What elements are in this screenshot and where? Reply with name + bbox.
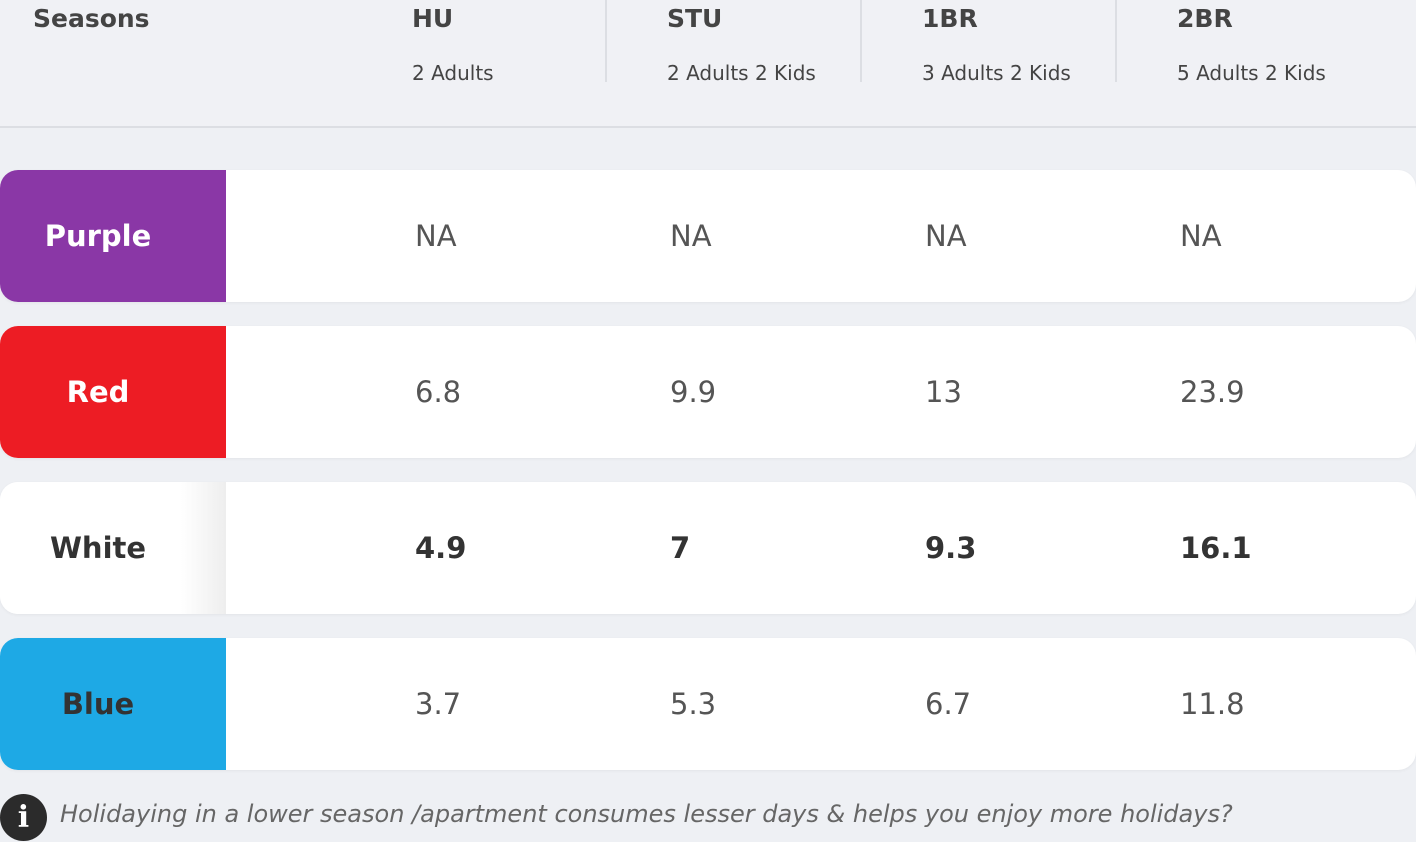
table-row-white: White 4.9 7 9.3 16.1 <box>0 482 1416 614</box>
table-cell-hu: 4.9 <box>415 531 467 565</box>
table-cell-2br: 23.9 <box>1180 375 1245 409</box>
table-cell-1br: 9.3 <box>925 531 977 565</box>
table-cell-1br: 6.7 <box>925 687 972 721</box>
info-icon: i <box>0 794 47 841</box>
table-cell-stu: 5.3 <box>670 687 717 721</box>
table-cell-stu: 9.9 <box>670 375 717 409</box>
column-header-2br: 2BR 5 Adults 2 Kids <box>1115 0 1372 85</box>
table-cell-hu: NA <box>415 219 457 253</box>
table-header: Seasons HU 2 Adults STU 2 Adults 2 Kids … <box>0 0 1416 128</box>
table-row-red: Red 6.8 9.9 13 23.9 <box>0 326 1416 458</box>
column-code: HU <box>412 4 454 33</box>
table-cell-2br: 11.8 <box>1180 687 1245 721</box>
column-code: STU <box>667 4 723 33</box>
seasons-header: Seasons <box>33 4 150 33</box>
column-code: 1BR <box>922 4 978 33</box>
table-cell-stu: NA <box>670 219 712 253</box>
table-row-purple: Purple NA NA NA NA <box>0 170 1416 302</box>
table-cell-2br: NA <box>1180 219 1222 253</box>
season-label-white: White <box>0 482 226 614</box>
table-cell-1br: NA <box>925 219 967 253</box>
column-occupancy: 5 Adults 2 Kids <box>1177 61 1326 85</box>
table-row-blue: Blue 3.7 5.3 6.7 11.8 <box>0 638 1416 770</box>
table-cell-2br: 16.1 <box>1180 531 1252 565</box>
column-code: 2BR <box>1177 4 1233 33</box>
column-header-1br: 1BR 3 Adults 2 Kids <box>860 0 1117 85</box>
table-cell-hu: 6.8 <box>415 375 462 409</box>
season-label-red: Red <box>0 326 226 458</box>
column-occupancy: 2 Adults <box>412 61 494 85</box>
table-cell-hu: 3.7 <box>415 687 462 721</box>
season-label-blue: Blue <box>0 638 226 770</box>
season-label-purple: Purple <box>0 170 226 302</box>
info-note-text: Holidaying in a lower season /apartment … <box>60 800 1233 828</box>
column-header-hu: HU 2 Adults <box>350 0 605 85</box>
table-cell-1br: 13 <box>925 375 962 409</box>
column-occupancy: 2 Adults 2 Kids <box>667 61 816 85</box>
table-cell-stu: 7 <box>670 531 691 565</box>
column-occupancy: 3 Adults 2 Kids <box>922 61 1071 85</box>
column-header-stu: STU 2 Adults 2 Kids <box>605 0 862 85</box>
info-note: i Holidaying in a lower season /apartmen… <box>0 792 1416 842</box>
